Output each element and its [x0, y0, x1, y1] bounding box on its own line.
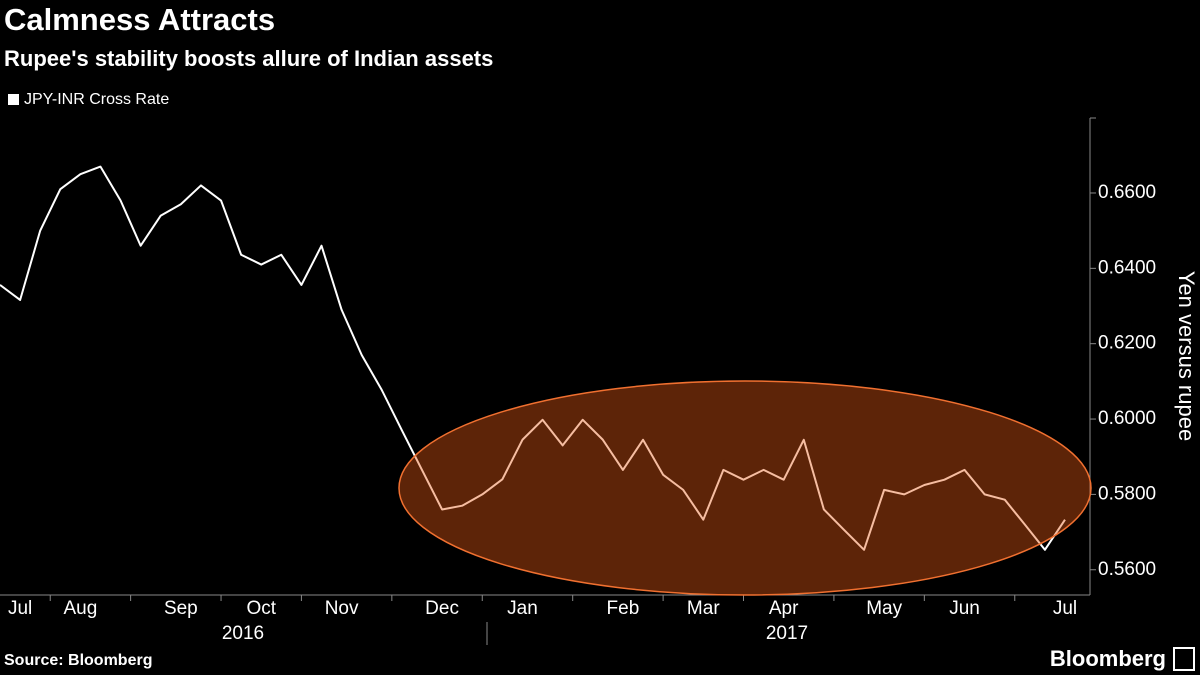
y-tick-label: 0.6400 — [1098, 257, 1156, 278]
source: Source: Bloomberg — [4, 652, 152, 669]
x-tick-label: Apr — [769, 598, 799, 619]
x-tick-label: Sep — [164, 598, 198, 619]
y-tick-label: 0.6200 — [1098, 333, 1156, 354]
y-tick-label: 0.5600 — [1098, 559, 1156, 580]
x-tick-label: May — [866, 598, 902, 619]
brand: Bloomberg — [1050, 646, 1166, 671]
year-label: 2017 — [766, 623, 808, 644]
x-tick-label: Jul — [1053, 598, 1077, 619]
brand-icon — [1173, 647, 1195, 671]
highlight-ellipse — [398, 380, 1092, 596]
legend-swatch — [8, 94, 19, 105]
legend-label: JPY-INR Cross Rate — [24, 91, 169, 108]
x-tick-label: Mar — [687, 598, 720, 619]
x-tick-label: Oct — [246, 598, 276, 619]
year-label: 2016 — [222, 623, 264, 644]
y-tick-label: 0.6600 — [1098, 182, 1156, 203]
y-tick-label: 0.6000 — [1098, 408, 1156, 429]
y-axis-label: Yen versus rupee — [1174, 271, 1199, 441]
x-tick-label: Nov — [325, 598, 359, 619]
x-tick-label: Jul — [8, 598, 32, 619]
x-tick-label: Feb — [607, 598, 640, 619]
line — [0, 165, 1066, 551]
x-tick-label: Dec — [425, 598, 459, 619]
x-tick-label: Jan — [507, 598, 538, 619]
chart-title: Calmness Attracts — [4, 2, 275, 37]
x-tick-label: Aug — [63, 598, 97, 619]
y-tick-label: 0.5800 — [1098, 483, 1156, 504]
x-tick-label: Jun — [949, 598, 980, 619]
chart-subtitle: Rupee's stability boosts allure of India… — [4, 46, 493, 71]
